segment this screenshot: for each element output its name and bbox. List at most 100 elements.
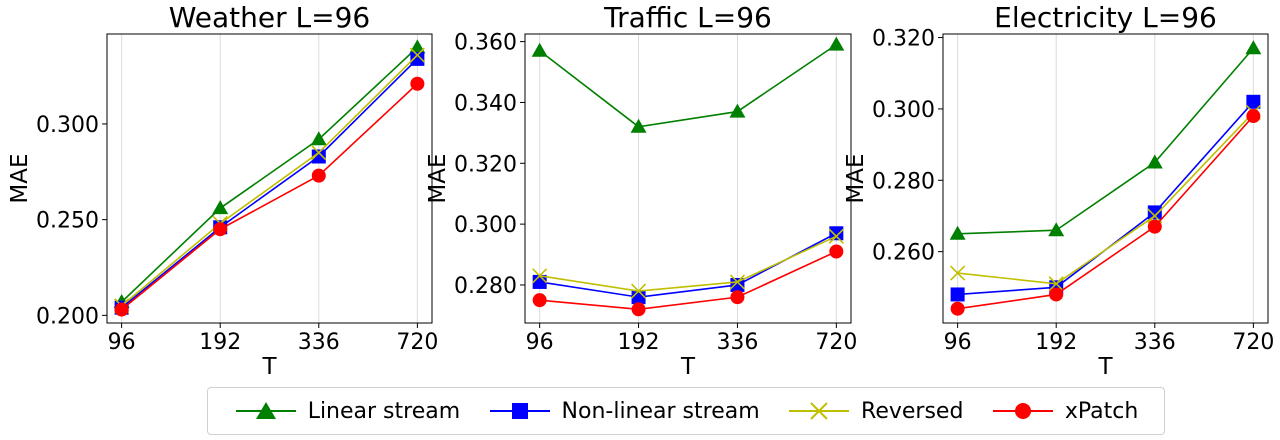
legend-marker-xpatch — [992, 403, 1053, 419]
panel-1-series-line-linear-stream — [121, 46, 418, 303]
panel-1-point-non-linear-stream-336 — [311, 149, 326, 164]
panel-2-series-line-non-linear-stream — [539, 232, 837, 298]
legend-label-non-linear-stream: Non-linear stream — [561, 398, 760, 424]
legend-marker-reversed — [789, 402, 850, 420]
panel-3-point-non-linear-stream-720 — [1246, 94, 1261, 109]
panel-2-point-non-linear-stream-720 — [829, 226, 844, 241]
panel-1-xlabel: T — [261, 354, 277, 380]
panel-3-point-non-linear-stream-96 — [950, 287, 965, 302]
panel-1-ytick-label-0.300: 0.300 — [36, 113, 99, 138]
panel-1-ytick-label-0.250: 0.250 — [36, 209, 99, 234]
panel-1-point-reversed-336 — [311, 145, 327, 161]
panel-3-ytick-label-0.280: 0.280 — [872, 169, 935, 194]
panel-2-ylabel: MAE — [425, 153, 451, 203]
panel-3-series-line-non-linear-stream — [957, 101, 1254, 296]
panel-3-title: Electricity L=96 — [994, 1, 1217, 34]
panel-2-ytick-label-0.320: 0.320 — [454, 152, 517, 177]
panel-1-ylabel: MAE — [7, 153, 33, 203]
panel-2-point-linear-stream-336 — [729, 103, 746, 118]
panel-3-xtick-label-96: 96 — [944, 330, 972, 355]
legend-marker-non-linear-stream — [489, 403, 550, 419]
panel-2-point-xpatch-720 — [829, 244, 844, 259]
panel-1-ytick-label-0.200: 0.200 — [36, 304, 99, 329]
panel-1-series-line-non-linear-stream — [121, 58, 418, 309]
panel-2-ytick-label-0.280: 0.280 — [454, 274, 517, 299]
panel-3-series-line-reversed — [957, 111, 1254, 285]
legend-item-linear-stream: Linear stream — [234, 399, 460, 424]
panel-3-point-reversed-96 — [950, 265, 966, 281]
panel-2-point-reversed-192 — [630, 283, 647, 299]
panel-2-xtick-label-96: 96 — [526, 330, 554, 355]
panel-1-point-reversed-720 — [409, 47, 425, 63]
panel-3-point-xpatch-96 — [950, 301, 965, 316]
legend-item-non-linear-stream: Non-linear stream — [488, 399, 760, 424]
panel-2-series-line-linear-stream — [539, 43, 837, 128]
panel-1-title: Weather L=96 — [169, 1, 370, 34]
panel-3-ylabel: MAE — [843, 153, 869, 203]
panel-2-series-line-xpatch — [539, 250, 837, 311]
panel-3-point-xpatch-720 — [1246, 109, 1261, 124]
panel-2-point-xpatch-96 — [532, 293, 547, 308]
legend-item-xpatch: xPatch — [991, 399, 1138, 424]
panel-1-point-xpatch-96 — [114, 302, 129, 317]
panel-3-series-line-linear-stream — [957, 47, 1254, 235]
panel-2-point-reversed-336 — [729, 274, 746, 290]
panel-3-ytick-label-0.260: 0.260 — [872, 241, 935, 266]
panel-2-series-line-reversed — [539, 235, 837, 292]
panel-3-ytick-label-0.300: 0.300 — [872, 98, 935, 123]
panel-3-xtick-label-720: 720 — [1232, 330, 1274, 355]
panel-3-xtick-label-336: 336 — [1134, 330, 1176, 355]
panel-3-point-linear-stream-192 — [1048, 222, 1065, 237]
panel-3-point-xpatch-336 — [1147, 219, 1162, 234]
panel-3-xtick-label-192: 192 — [1035, 330, 1077, 355]
panel-3-point-reversed-192 — [1048, 276, 1064, 292]
panel-1-point-xpatch-720 — [410, 76, 425, 91]
panel-3-point-linear-stream-720 — [1245, 40, 1262, 55]
legend-label-linear-stream: Linear stream — [307, 398, 461, 424]
panel-3-series-line-xpatch — [957, 115, 1254, 310]
panel-3-axes-frame — [942, 33, 1269, 324]
panel-1-xtick-label-336: 336 — [298, 330, 340, 355]
panel-1-series-line-reversed — [121, 54, 418, 307]
panel-2-title: Traffic L=96 — [603, 1, 772, 34]
panel-2-axes-frame — [524, 33, 852, 324]
panel-2-point-non-linear-stream-192 — [631, 290, 646, 305]
panel-1-xtick-label-96: 96 — [108, 330, 136, 355]
panel-2-ytick-label-0.360: 0.360 — [454, 31, 517, 56]
panel-3-point-xpatch-192 — [1049, 287, 1064, 302]
legend-marker-linear-stream — [235, 402, 296, 419]
panel-2-point-linear-stream-96 — [531, 42, 548, 57]
panel-1-point-linear-stream-720 — [409, 39, 426, 54]
legend-label-xpatch: xPatch — [1064, 398, 1139, 424]
panel-3-point-linear-stream-336 — [1146, 154, 1163, 169]
panel-2-point-xpatch-192 — [631, 302, 646, 317]
panel-1-point-xpatch-192 — [213, 222, 228, 237]
panel-1-point-linear-stream-192 — [212, 200, 229, 215]
panel-1-point-non-linear-stream-720 — [410, 51, 425, 66]
panel-2-point-linear-stream-192 — [630, 118, 647, 133]
panel-2-xlabel: T — [680, 354, 696, 380]
panel-2-point-reversed-720 — [828, 228, 844, 244]
panel-2-ytick-label-0.300: 0.300 — [454, 213, 517, 238]
panel-3-point-non-linear-stream-336 — [1147, 205, 1162, 220]
panel-1-xtick-label-192: 192 — [199, 330, 241, 355]
panel-2-ytick-label-0.340: 0.340 — [454, 91, 517, 116]
legend-item-reversed: Reversed — [787, 399, 963, 424]
panel-2-xtick-label-192: 192 — [618, 330, 660, 355]
panel-2-point-reversed-96 — [532, 268, 548, 284]
legend: Linear stream Non-linear stream Reversed… — [207, 387, 1165, 435]
panel-2-xtick-label-336: 336 — [716, 330, 758, 355]
panel-1-xtick-label-720: 720 — [396, 330, 438, 355]
panel-1-axes-frame — [106, 33, 433, 324]
panel-2-xtick-label-720: 720 — [815, 330, 857, 355]
legend-label-reversed: Reversed — [861, 398, 964, 424]
figure: 96 192 336 720 0.200 0.250 0.300 Weather L=96 T M… — [7, 1, 1274, 380]
panel-3-ytick-label-0.320: 0.320 — [872, 27, 935, 52]
panel-1-series-line-xpatch — [121, 83, 418, 311]
panel-2-point-linear-stream-720 — [828, 36, 845, 51]
panel-3-xlabel: T — [1097, 354, 1113, 380]
panel-2-point-xpatch-336 — [730, 290, 745, 305]
panel-1-point-linear-stream-336 — [310, 131, 327, 146]
panel-1-point-xpatch-336 — [311, 168, 326, 183]
panel-3-point-linear-stream-96 — [949, 225, 966, 240]
